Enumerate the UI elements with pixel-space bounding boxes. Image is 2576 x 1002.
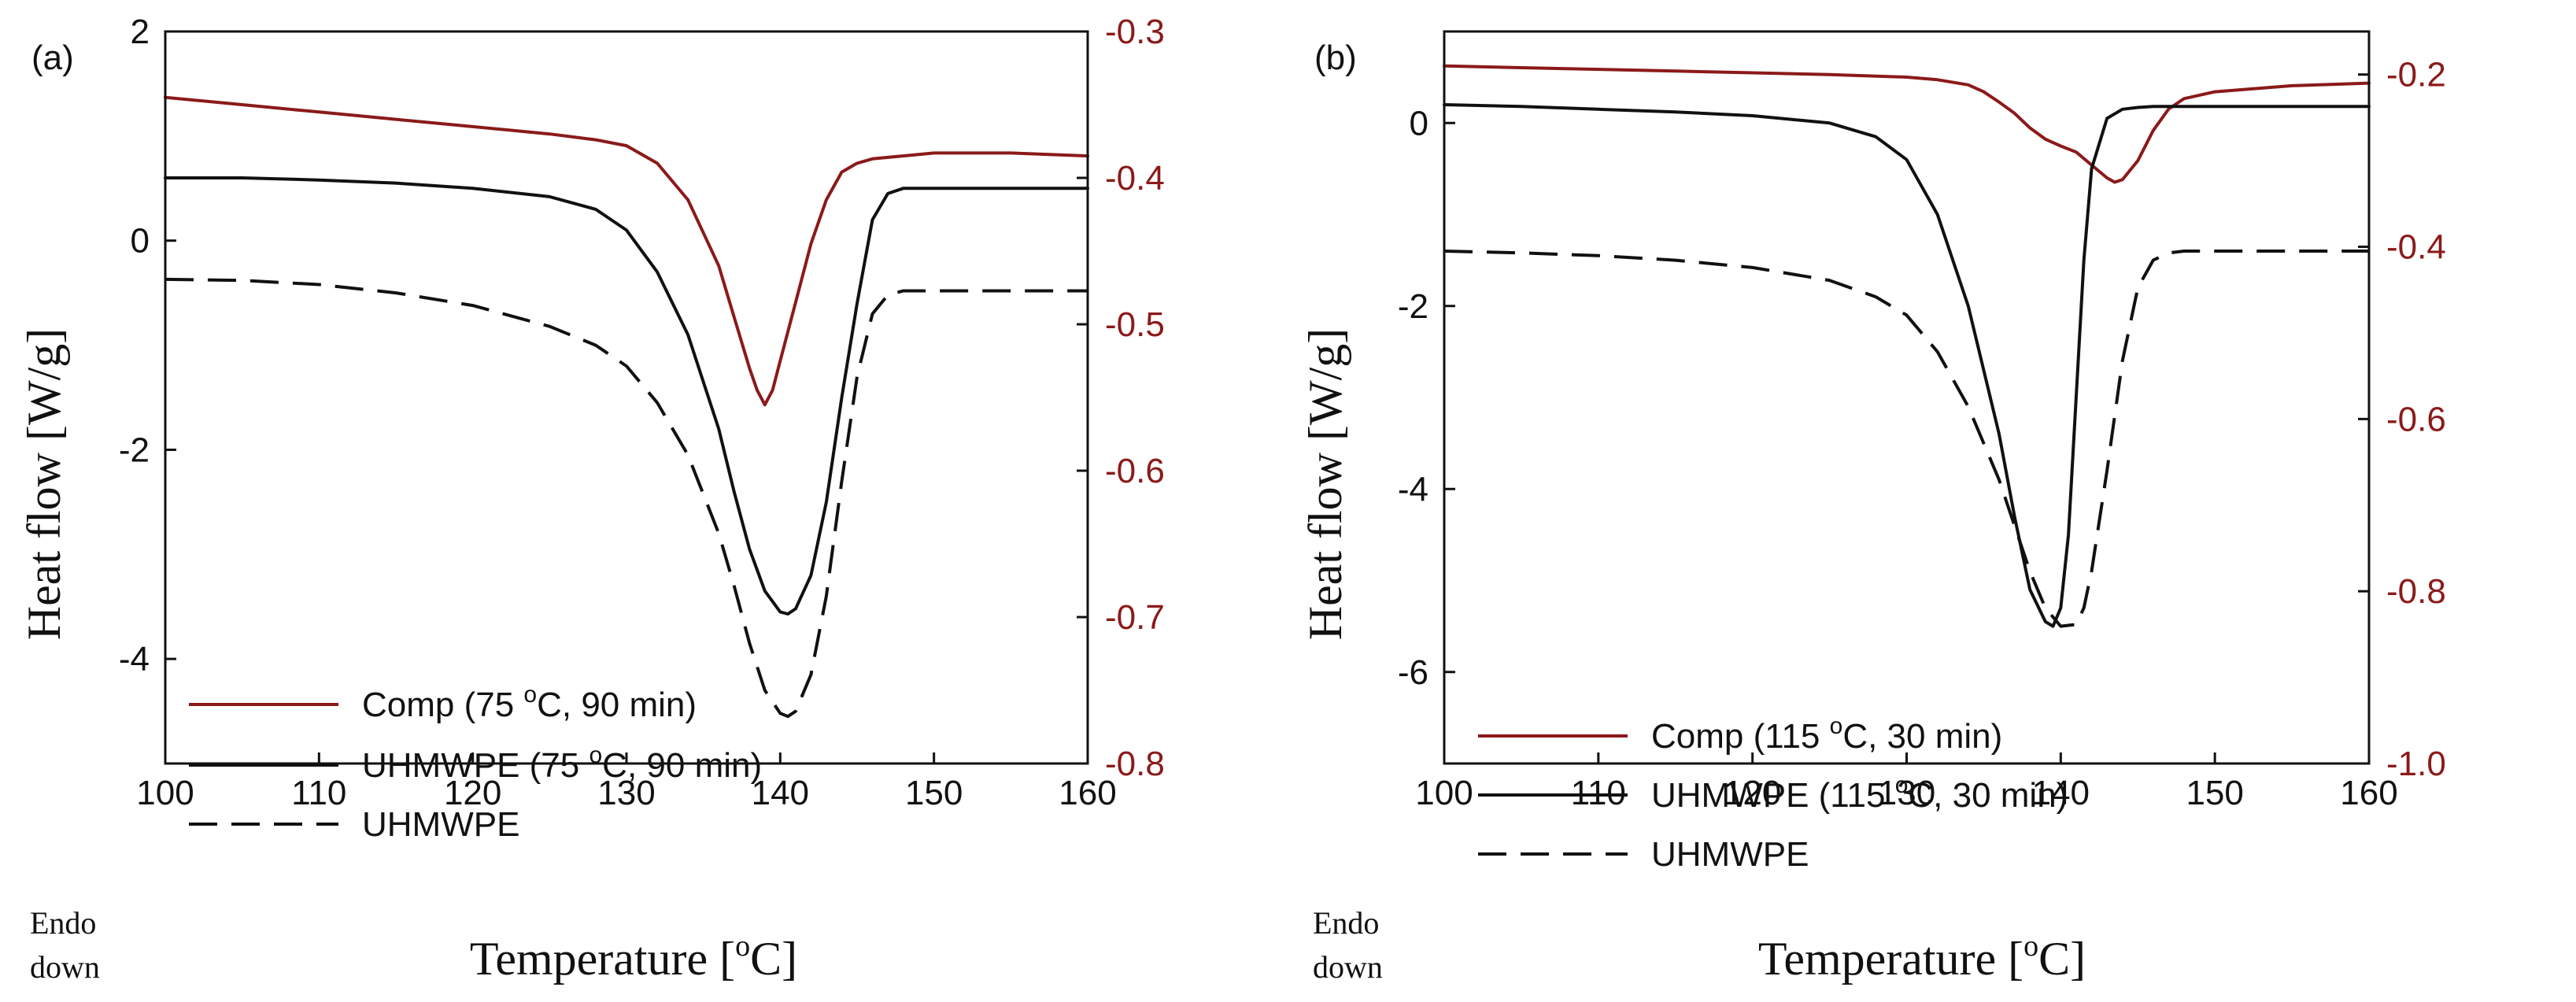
panel-b: (b) 100 110 120 130 140 150 160 -6 -4 -2 0 -1.0 -0…	[1299, 30, 2446, 985]
y-left-tick-label: -4	[1398, 470, 1428, 508]
y-right-tick-label: -0.6	[1105, 452, 1165, 490]
y-left-tick-label: -2	[1398, 287, 1428, 326]
y-left-tick-label: -4	[119, 640, 150, 678]
panel-a-endo-label-top: Endo	[30, 905, 96, 941]
panel-a-label: (a)	[31, 39, 74, 77]
legend-uhmwpe-treated-b-end: C, 30 min)	[1908, 776, 2068, 815]
y-right-tick-label: -0.3	[1105, 13, 1165, 51]
legend-uhmwpe-treated-a-end: C, 90 min)	[602, 746, 762, 785]
y-right-tick-label: -0.7	[1105, 598, 1165, 637]
legend-label-uhmwpe-a: UHMWPE	[362, 805, 519, 844]
x-tick-label: 100	[136, 774, 194, 812]
panel-a-legend: Comp (75 oC, 90 min) UHMWPE (75 oC, 90 m…	[189, 682, 762, 844]
series-line-uhmwpe-a	[164, 277, 1088, 719]
series-line-uhmwpe-b	[1443, 250, 2369, 628]
x-tick-label: 100	[1415, 774, 1473, 812]
panel-a-plot-frame	[164, 30, 1089, 765]
y-left-tick-label: -2	[119, 431, 150, 469]
panel-a-x-ticks: 100 110 120 130 140 150 160	[136, 752, 1117, 812]
panel-b-endo-label-bottom: down	[1313, 949, 1383, 985]
x-tick-label: 120	[444, 774, 501, 812]
panel-a: (a) 100 110 120 130 140 150 160 -4-202 -0.8-0.…	[18, 13, 1165, 985]
panel-b-x-title-main: Temperature [	[1758, 933, 2023, 985]
legend-label-comp-a: Comp (75 oC, 90 min)	[362, 682, 697, 724]
x-tick-label: 110	[1571, 774, 1626, 812]
y-left-tick-label: 0	[131, 222, 150, 261]
y-right-tick-label: -0.2	[2386, 56, 2446, 94]
legend-uhmwpe-treated-b-sup: o	[1895, 772, 1909, 798]
x-tick-label: 120	[1724, 774, 1781, 812]
panel-a-x-title-sup: o	[735, 930, 750, 963]
series-line-comp-b	[1443, 64, 2371, 184]
panel-a-x-axis-title: Temperature [oC]	[470, 930, 797, 985]
legend-label-uhmwpe-b: UHMWPE	[1651, 835, 1809, 874]
x-tick-label: 160	[2340, 774, 2397, 812]
panel-a-y-axis-title: Heat flow [W/g]	[18, 328, 70, 641]
panel-a-curves	[164, 95, 1089, 719]
x-tick-label: 160	[1059, 774, 1116, 812]
x-tick-label: 130	[597, 774, 655, 812]
x-tick-label: 150	[2186, 774, 2243, 812]
series-line-uhmwpe-treated-a	[164, 176, 1089, 616]
panel-b-legend: Comp (115 oC, 30 min) UHMWPE (115 oC, 30…	[1478, 713, 2068, 874]
legend-uhmwpe-treated-b-main: UHMWPE (115	[1651, 776, 1895, 815]
legend-comp-a-sup: o	[523, 682, 537, 708]
panel-b-x-ticks: 100 110 120 130 140 150 160	[1415, 752, 2398, 812]
y-right-tick-label: -0.4	[1105, 159, 1165, 198]
legend-comp-a-main: Comp (75	[362, 686, 523, 724]
panel-b-y-axis-title: Heat flow [W/g]	[1299, 328, 1351, 641]
panel-b-y-right-ticks: -1.0 -0.8 -0.6 -0.4 -0.2	[2358, 56, 2446, 783]
legend-comp-b-sup: o	[1830, 713, 1843, 739]
y-left-tick-label: -6	[1398, 653, 1428, 692]
y-right-tick-label: -0.5	[1105, 305, 1165, 344]
series-line-uhmwpe-treated-b	[1443, 103, 2371, 628]
x-tick-label: 110	[291, 774, 346, 812]
panel-b-x-title-end: C]	[2038, 933, 2086, 985]
y-right-tick-label: -0.6	[2386, 400, 2446, 438]
legend-comp-b-end: C, 30 min)	[1842, 717, 2002, 756]
panel-b-x-axis-title: Temperature [oC]	[1758, 930, 2086, 985]
y-right-tick-label: -0.4	[2386, 228, 2446, 267]
y-right-tick-label: -0.8	[2386, 572, 2446, 611]
legend-comp-a-end: C, 90 min)	[537, 686, 697, 724]
y-right-tick-label: -1.0	[2386, 745, 2446, 783]
legend-uhmwpe-a-main: UHMWPE	[362, 805, 519, 844]
panel-a-y-left-ticks: -4 -2 0 2	[119, 13, 176, 678]
legend-label-uhmwpe-treated-a: UHMWPE (75 oC, 90 min)	[362, 742, 762, 785]
panel-a-y-right-ticks: -0.8 -0.7 -0.6 -0.5 -0.4 -0.3	[1077, 13, 1165, 783]
series-line-comp-a	[164, 95, 1089, 407]
y-left-tick-label: 0	[1410, 104, 1428, 142]
panel-a-endo-label-bottom: down	[30, 949, 100, 985]
panel-b-curves	[1443, 64, 2371, 628]
y-right-tick-label: -0.8	[1105, 745, 1165, 783]
legend-uhmwpe-b-main: UHMWPE	[1651, 835, 1809, 874]
panel-b-endo-label-top: Endo	[1313, 905, 1379, 941]
legend-label-comp-b: Comp (115 oC, 30 min)	[1651, 713, 2002, 756]
x-tick-label: 140	[2032, 774, 2090, 812]
panel-b-x-title-sup: o	[2023, 930, 2038, 963]
x-tick-label: 130	[1878, 774, 1935, 812]
y-left-tick-label: 2	[131, 13, 150, 51]
legend-comp-b-main: Comp (115	[1651, 717, 1830, 756]
panel-b-plot-frame	[1443, 30, 2371, 765]
panel-b-y-left-ticks: -6 -4 -2 0	[1398, 104, 1455, 692]
legend-uhmwpe-treated-a-sup: o	[589, 742, 602, 768]
x-tick-label: 140	[752, 774, 809, 812]
panel-a-x-title-main: Temperature [	[470, 933, 735, 985]
legend-uhmwpe-treated-a-main: UHMWPE (75	[362, 746, 589, 785]
panel-a-x-title-end: C]	[750, 933, 797, 985]
x-tick-label: 150	[905, 774, 963, 812]
panel-b-label: (b)	[1314, 39, 1357, 77]
legend-label-uhmwpe-treated-b: UHMWPE (115 oC, 30 min)	[1651, 772, 2068, 815]
